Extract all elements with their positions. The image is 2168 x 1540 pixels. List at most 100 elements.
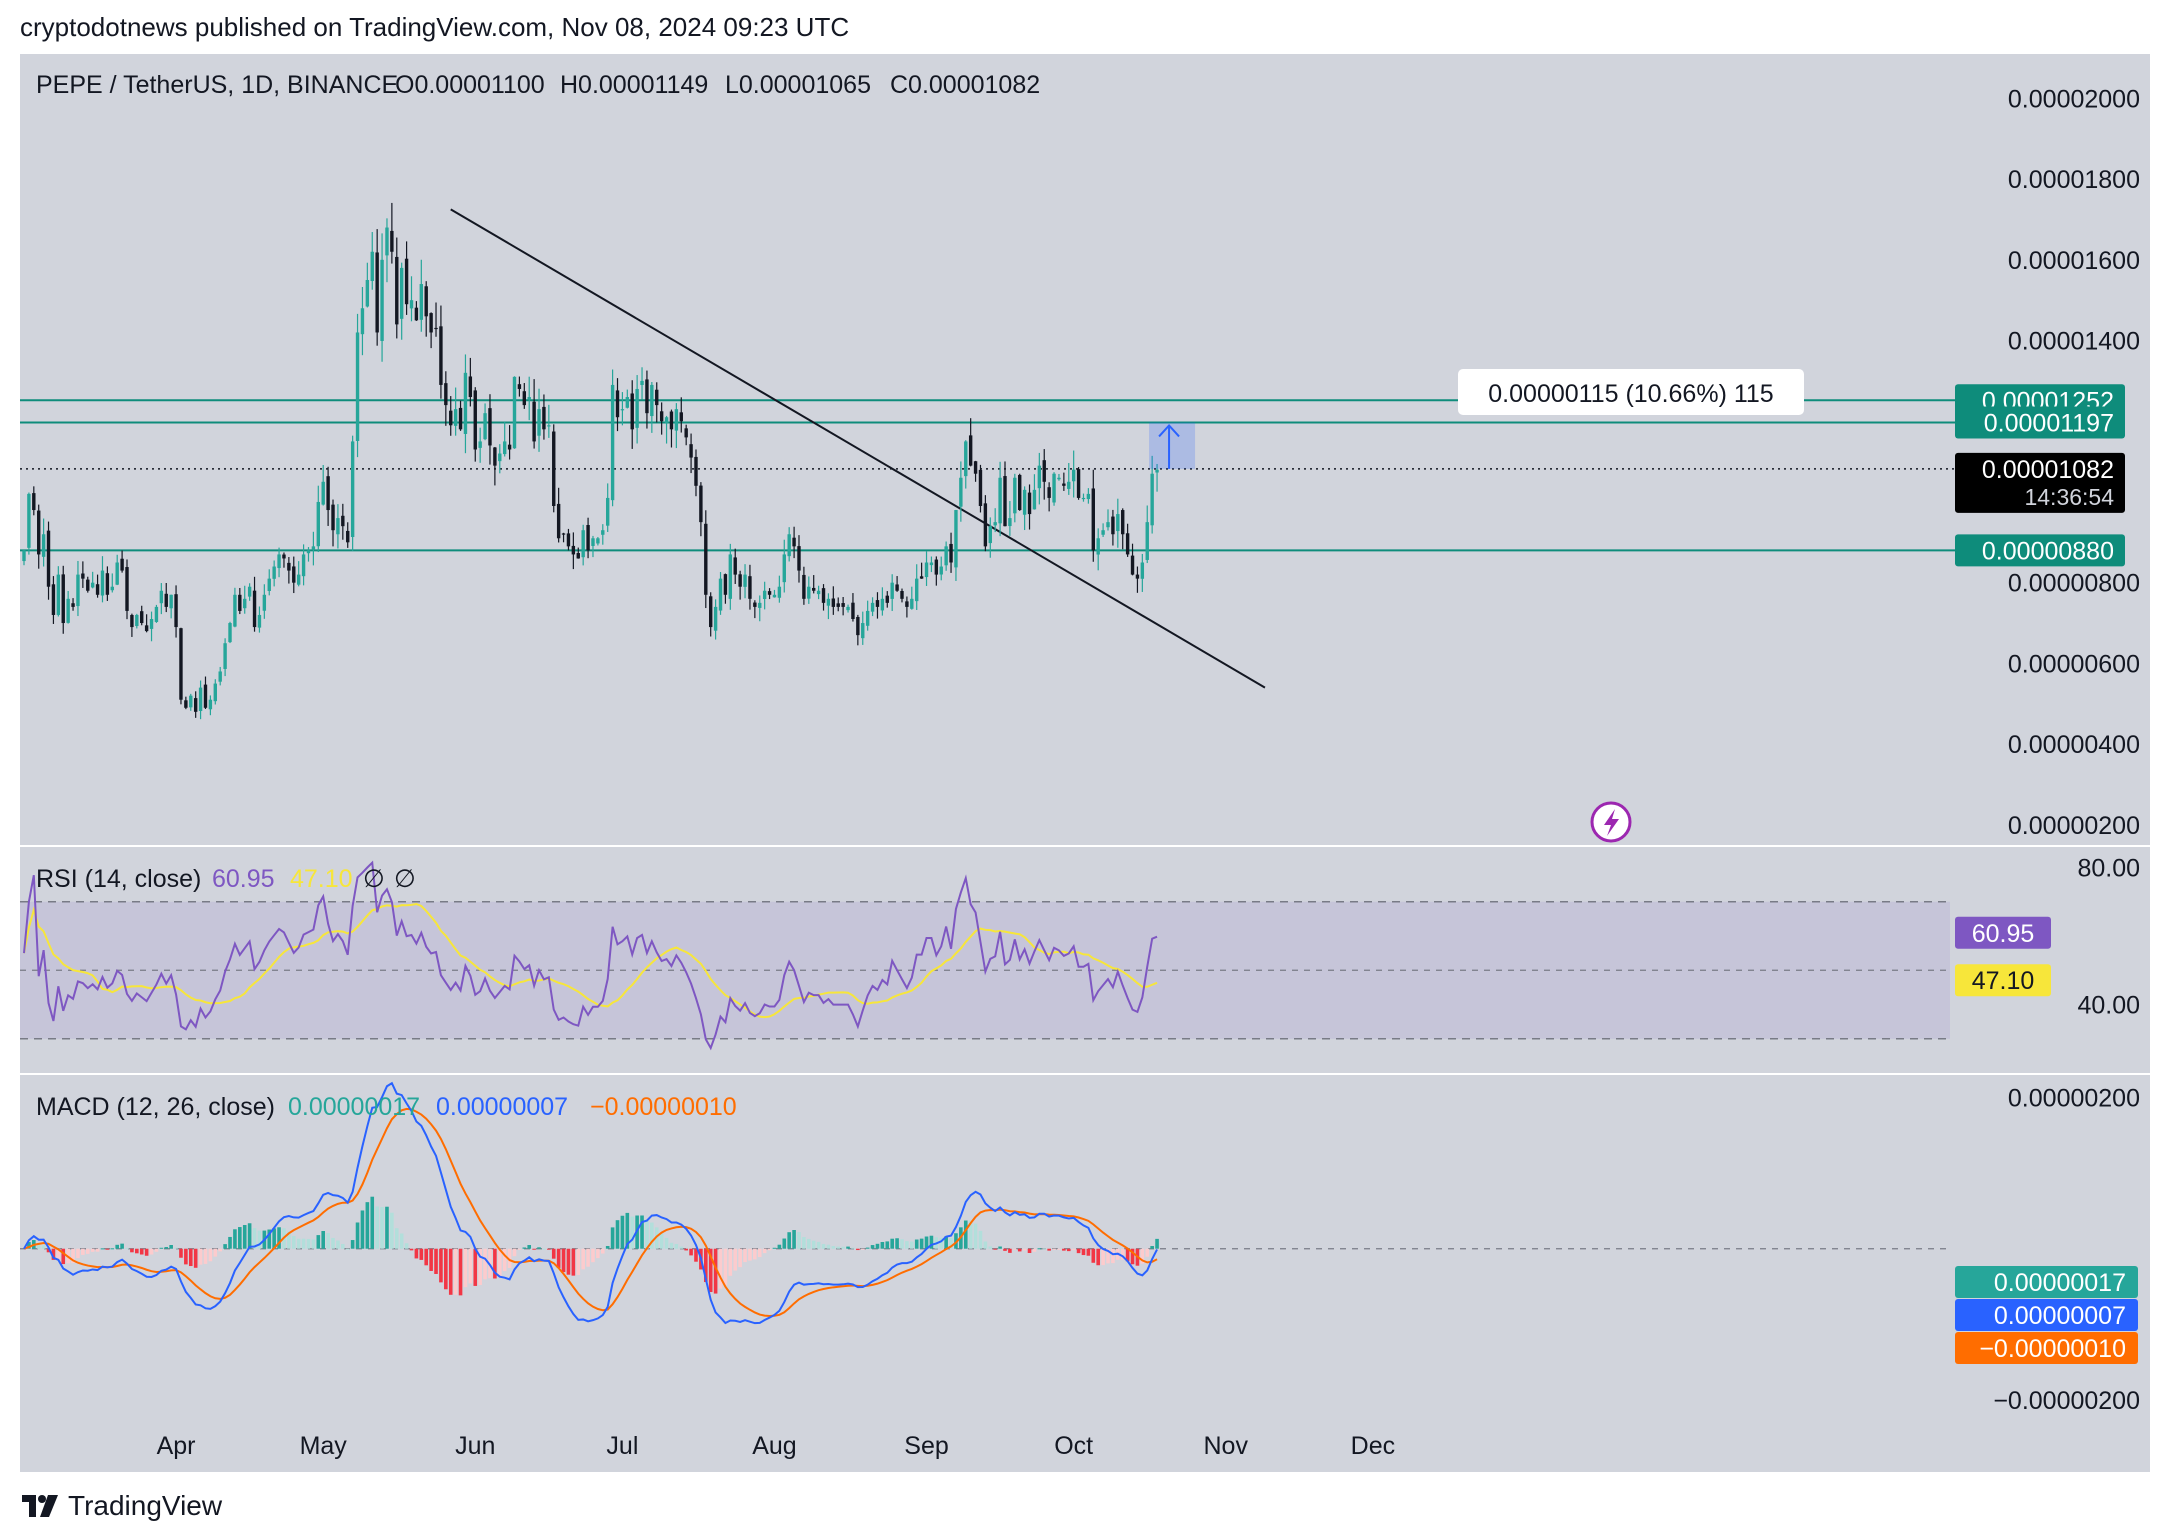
rsi-legend-value: 60.95: [212, 865, 275, 893]
candle-body: [1067, 481, 1071, 489]
macd-histogram-bar: [61, 1248, 66, 1265]
macd-histogram-bar: [944, 1236, 948, 1249]
lightning-alert-icon[interactable]: [1590, 801, 1632, 843]
macd-histogram-bar: [301, 1238, 306, 1249]
candle-body: [1150, 473, 1154, 526]
macd-histogram-bar: [527, 1245, 532, 1249]
candle-body: [488, 408, 492, 446]
candle-body: [193, 698, 198, 712]
macd-histogram-bar: [419, 1248, 424, 1260]
tradingview-brand[interactable]: TradingView: [22, 1490, 222, 1522]
macd-histogram-bar: [537, 1247, 541, 1249]
macd-histogram-bar: [1091, 1248, 1096, 1263]
macd-histogram-bar: [331, 1237, 335, 1249]
macd-histogram-bar: [1071, 1248, 1076, 1251]
candle-body: [189, 695, 193, 708]
candle-body: [184, 700, 188, 708]
candle-body: [336, 518, 340, 535]
candle-body: [787, 534, 791, 557]
macd-histogram-bar: [287, 1231, 291, 1249]
macd-histogram-bar: [860, 1248, 865, 1250]
macd-histogram-bar: [1047, 1248, 1051, 1251]
macd-histogram-bar: [615, 1220, 620, 1249]
candle-body: [213, 683, 217, 702]
candle-body: [532, 401, 536, 442]
macd-histogram-bar: [159, 1247, 164, 1249]
candle-body: [331, 504, 335, 531]
macd-histogram-bar: [439, 1248, 443, 1283]
macd-histogram-bar: [566, 1248, 571, 1275]
candle-body: [316, 501, 320, 547]
candle-body: [527, 397, 531, 400]
candle-body: [895, 584, 899, 591]
macd-histogram-bar: [355, 1222, 360, 1249]
macd-histogram-bar: [345, 1248, 350, 1250]
candle-body: [762, 590, 767, 600]
macd-histogram-bar: [743, 1248, 747, 1263]
macd-histogram-bar: [208, 1248, 213, 1262]
candle-body: [370, 251, 374, 281]
macd-histogram-bar: [640, 1215, 644, 1249]
macd-histogram-bar: [856, 1248, 860, 1251]
macd-histogram-bar: [90, 1248, 95, 1252]
candle-body: [856, 616, 860, 636]
candle-body: [483, 413, 487, 440]
macd-histogram-bar: [547, 1248, 551, 1250]
macd-histogram-bar: [978, 1230, 983, 1249]
candle-body: [169, 594, 173, 609]
candle-body: [478, 441, 482, 448]
candle-body: [1018, 474, 1022, 511]
macd-histogram-bar: [993, 1248, 997, 1250]
macd-histogram-bar: [723, 1248, 728, 1286]
time-axis-tick: Nov: [1203, 1432, 1248, 1460]
candle-body: [502, 441, 507, 455]
macd-histogram-bar: [1086, 1248, 1091, 1256]
macd-histogram-bar: [257, 1230, 262, 1249]
candle-body: [620, 409, 625, 411]
candle-body: [689, 444, 693, 458]
candle-body: [1111, 516, 1115, 535]
macd-legend-title: MACD (12, 26, close): [36, 1093, 275, 1121]
macd-histogram-bar: [223, 1244, 227, 1249]
candle-body: [1071, 469, 1076, 482]
macd-histogram-bar: [316, 1235, 321, 1249]
time-axis-tick: Jun: [455, 1432, 495, 1460]
candle-body: [444, 383, 448, 406]
macd-histogram-bar: [767, 1248, 772, 1251]
candle-body: [1047, 487, 1051, 498]
candle-body: [233, 594, 237, 627]
time-axis-tick: Jul: [606, 1432, 638, 1460]
macd-histogram-bar: [213, 1248, 218, 1257]
macd-histogram-bar: [125, 1247, 129, 1249]
macd-histogram-bar: [865, 1247, 870, 1249]
macd-histogram-bar: [429, 1248, 433, 1271]
macd-histogram-bar: [1017, 1248, 1022, 1252]
macd-histogram-bar: [782, 1238, 787, 1249]
candle-body: [718, 578, 723, 611]
macd-histogram-bar: [247, 1223, 252, 1249]
macd-histogram-bar: [664, 1237, 669, 1249]
candle-body: [277, 554, 281, 569]
macd-histogram-bar: [169, 1245, 173, 1249]
macd-histogram-bar: [811, 1240, 816, 1249]
candle-body: [542, 406, 546, 430]
candle-body: [679, 412, 683, 422]
candle-body: [630, 393, 634, 430]
macd-histogram-bar: [115, 1244, 119, 1249]
candle-body: [748, 576, 752, 599]
candle-body: [1032, 489, 1037, 510]
macd-histogram-bar: [728, 1248, 733, 1276]
candle-body: [645, 379, 649, 414]
tradingview-brand-text: TradingView: [68, 1490, 223, 1521]
ohlc-legend-value: L0.00001065: [725, 71, 871, 99]
candle-body: [90, 582, 95, 588]
candle-body: [983, 503, 988, 547]
candle-body: [743, 574, 747, 587]
macd-value-badge-text: 0.00000017: [1994, 1269, 2126, 1297]
candle-body: [262, 594, 267, 611]
candle-body: [140, 611, 144, 624]
macd-histogram-bar: [139, 1248, 144, 1255]
candle-body: [135, 614, 139, 627]
macd-histogram-bar: [718, 1248, 723, 1289]
